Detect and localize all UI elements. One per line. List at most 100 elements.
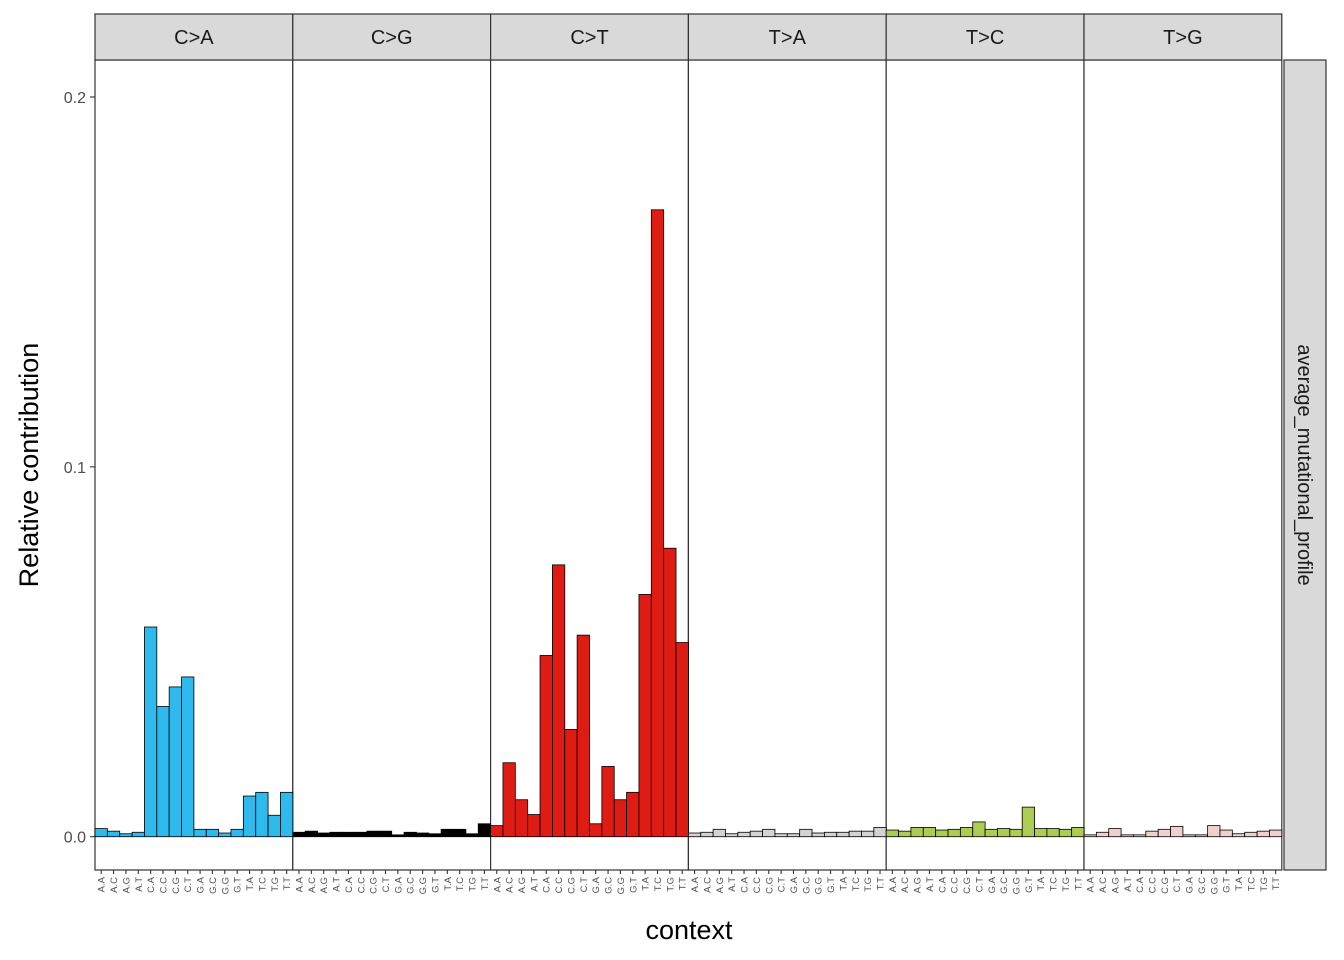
bar: [1083, 834, 1097, 838]
strip-layer: C>A C>G C>T T>A T>C T>G average_mutational_pro…: [94, 13, 1327, 871]
bar: [922, 827, 937, 838]
x-tick-label: C.C: [554, 877, 565, 894]
bar: [378, 830, 393, 838]
x-tick-label: C.A: [1135, 876, 1146, 893]
bar: [403, 831, 417, 838]
bar: [836, 831, 850, 838]
x-tick-label: C.A: [542, 876, 553, 893]
panel-background: [292, 59, 492, 871]
x-tick-label: C.T: [1172, 877, 1183, 893]
panel-strip-label: C>A: [174, 27, 214, 49]
x-axis-title: context: [645, 915, 733, 945]
x-tick-label: T.G: [1259, 877, 1270, 892]
x-tick-label: T.A: [641, 876, 652, 890]
y-tick-label: 0.0: [64, 830, 86, 847]
x-tick-label: T.G: [468, 877, 479, 892]
bar: [1194, 834, 1209, 838]
bar: [317, 832, 331, 838]
x-tick-label: A.C: [505, 877, 516, 893]
x-tick-label: G.G: [418, 877, 429, 894]
x-tick-label: T.C: [455, 877, 466, 891]
bar: [663, 547, 677, 838]
bar: [366, 830, 380, 838]
panel-strip-label: C>G: [371, 27, 413, 49]
x-tick-label: G.A: [789, 876, 800, 893]
bar: [304, 830, 318, 838]
x-tick-label: C.T: [381, 877, 392, 893]
bar: [131, 831, 145, 838]
bar: [440, 828, 454, 838]
x-tick-label: G.G: [814, 877, 825, 894]
bar: [947, 828, 961, 838]
x-tick-label: G.G: [1012, 877, 1023, 894]
bar: [1244, 831, 1258, 838]
bar: [156, 706, 170, 838]
bar: [959, 827, 974, 838]
x-tick-label: G.C: [999, 877, 1010, 894]
bar: [181, 676, 195, 838]
bar: [218, 832, 232, 838]
x-tick-label: A.A: [492, 876, 503, 892]
bar: [898, 830, 912, 838]
bar: [106, 830, 121, 838]
x-tick-label: G.A: [1185, 876, 1196, 893]
bar: [242, 795, 257, 838]
bar: [848, 830, 862, 838]
bar: [514, 799, 529, 838]
x-tick-label: C.C: [752, 877, 763, 894]
x-tick-label: A.A: [294, 876, 305, 892]
bar: [861, 830, 875, 838]
x-tick-label: C.G: [171, 877, 182, 894]
x-tick-label: T.C: [653, 877, 664, 891]
x-tick-label: C.G: [1160, 877, 1171, 894]
bar: [292, 831, 306, 838]
x-tick-label: G.G: [616, 877, 627, 894]
bar: [119, 833, 133, 838]
x-tick-label: C.T: [579, 877, 590, 893]
x-tick-label: A.A: [690, 876, 701, 892]
bar: [465, 833, 479, 838]
bar: [1256, 830, 1270, 838]
x-tick-label: G.G: [1209, 877, 1220, 894]
bar: [1170, 825, 1184, 838]
bar: [688, 832, 702, 838]
bar: [1231, 833, 1246, 838]
x-tick-label: A.A: [1086, 876, 1097, 892]
bar: [626, 791, 640, 838]
panel-strip-label: C>T: [570, 27, 608, 49]
bar: [144, 626, 158, 838]
x-tick-label: A.T: [925, 877, 936, 892]
bar: [984, 828, 998, 838]
bar: [1071, 827, 1085, 838]
bar: [1095, 831, 1110, 838]
panel-strip-label: T>G: [1163, 27, 1202, 49]
bar: [589, 823, 603, 838]
x-tick-label: C.C: [158, 877, 169, 894]
x-tick-label: T.G: [665, 877, 676, 892]
x-tick-label: A.A: [888, 876, 899, 892]
bar: [477, 823, 491, 838]
bar: [329, 831, 343, 838]
x-tick-label: T.C: [851, 877, 862, 891]
x-tick-label: G.C: [801, 877, 812, 894]
panel-strip-label: T>C: [966, 27, 1004, 49]
x-tick-label: G.T: [826, 877, 837, 893]
x-tick-label: A.A: [97, 876, 108, 892]
x-tick-label: G.C: [1197, 877, 1208, 894]
x-tick-label: T.T: [1073, 877, 1084, 890]
bar: [613, 799, 627, 838]
x-tick-label: C.T: [974, 877, 985, 893]
bar: [354, 831, 368, 838]
bar: [94, 828, 108, 838]
x-tick-label: A.T: [1123, 877, 1134, 892]
y-tick-label: 0.1: [64, 460, 86, 477]
bar: [527, 814, 541, 838]
bar: [601, 766, 615, 838]
bar: [391, 834, 405, 838]
bar: [1157, 828, 1171, 838]
panel-strip: [94, 13, 294, 61]
x-tick-label: T.T: [678, 877, 689, 890]
axis-layer: A.A A.C A.G A.T C.A C.C C.G C.T G.A G.C G.G G.T T.A T…: [64, 90, 1282, 894]
bar: [539, 655, 553, 838]
